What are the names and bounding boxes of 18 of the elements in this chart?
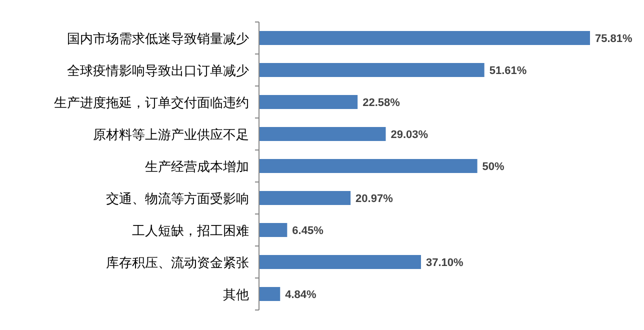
y-tick-label: 全球疫情影响导致出口订单减少	[67, 63, 249, 78]
y-tick-label: 生产进度拖延，订单交付面临违约	[54, 95, 249, 110]
y-tick-label: 生产经营成本增加	[145, 159, 249, 174]
y-tick-label: 库存积压、流动资金紧张	[106, 255, 249, 270]
data-label: 50%	[482, 161, 505, 173]
data-label: 4.84%	[285, 289, 317, 301]
data-label: 37.10%	[426, 257, 464, 269]
data-label: 51.61%	[489, 65, 527, 77]
y-tick-label: 国内市场需求低迷导致销量减少	[67, 31, 249, 46]
data-label: 20.97%	[356, 193, 394, 205]
data-label: 29.03%	[390, 129, 428, 141]
data-label: 75.81%	[595, 33, 633, 45]
y-tick-label: 其他	[223, 287, 249, 302]
data-label: 6.45%	[292, 225, 324, 237]
y-tick-label: 原材料等上游产业供应不足	[93, 127, 249, 142]
y-tick-label: 工人短缺，招工困难	[132, 223, 249, 238]
y-tick-label: 交通、物流等方面受影响	[106, 191, 249, 206]
data-label: 22.58%	[362, 97, 400, 109]
